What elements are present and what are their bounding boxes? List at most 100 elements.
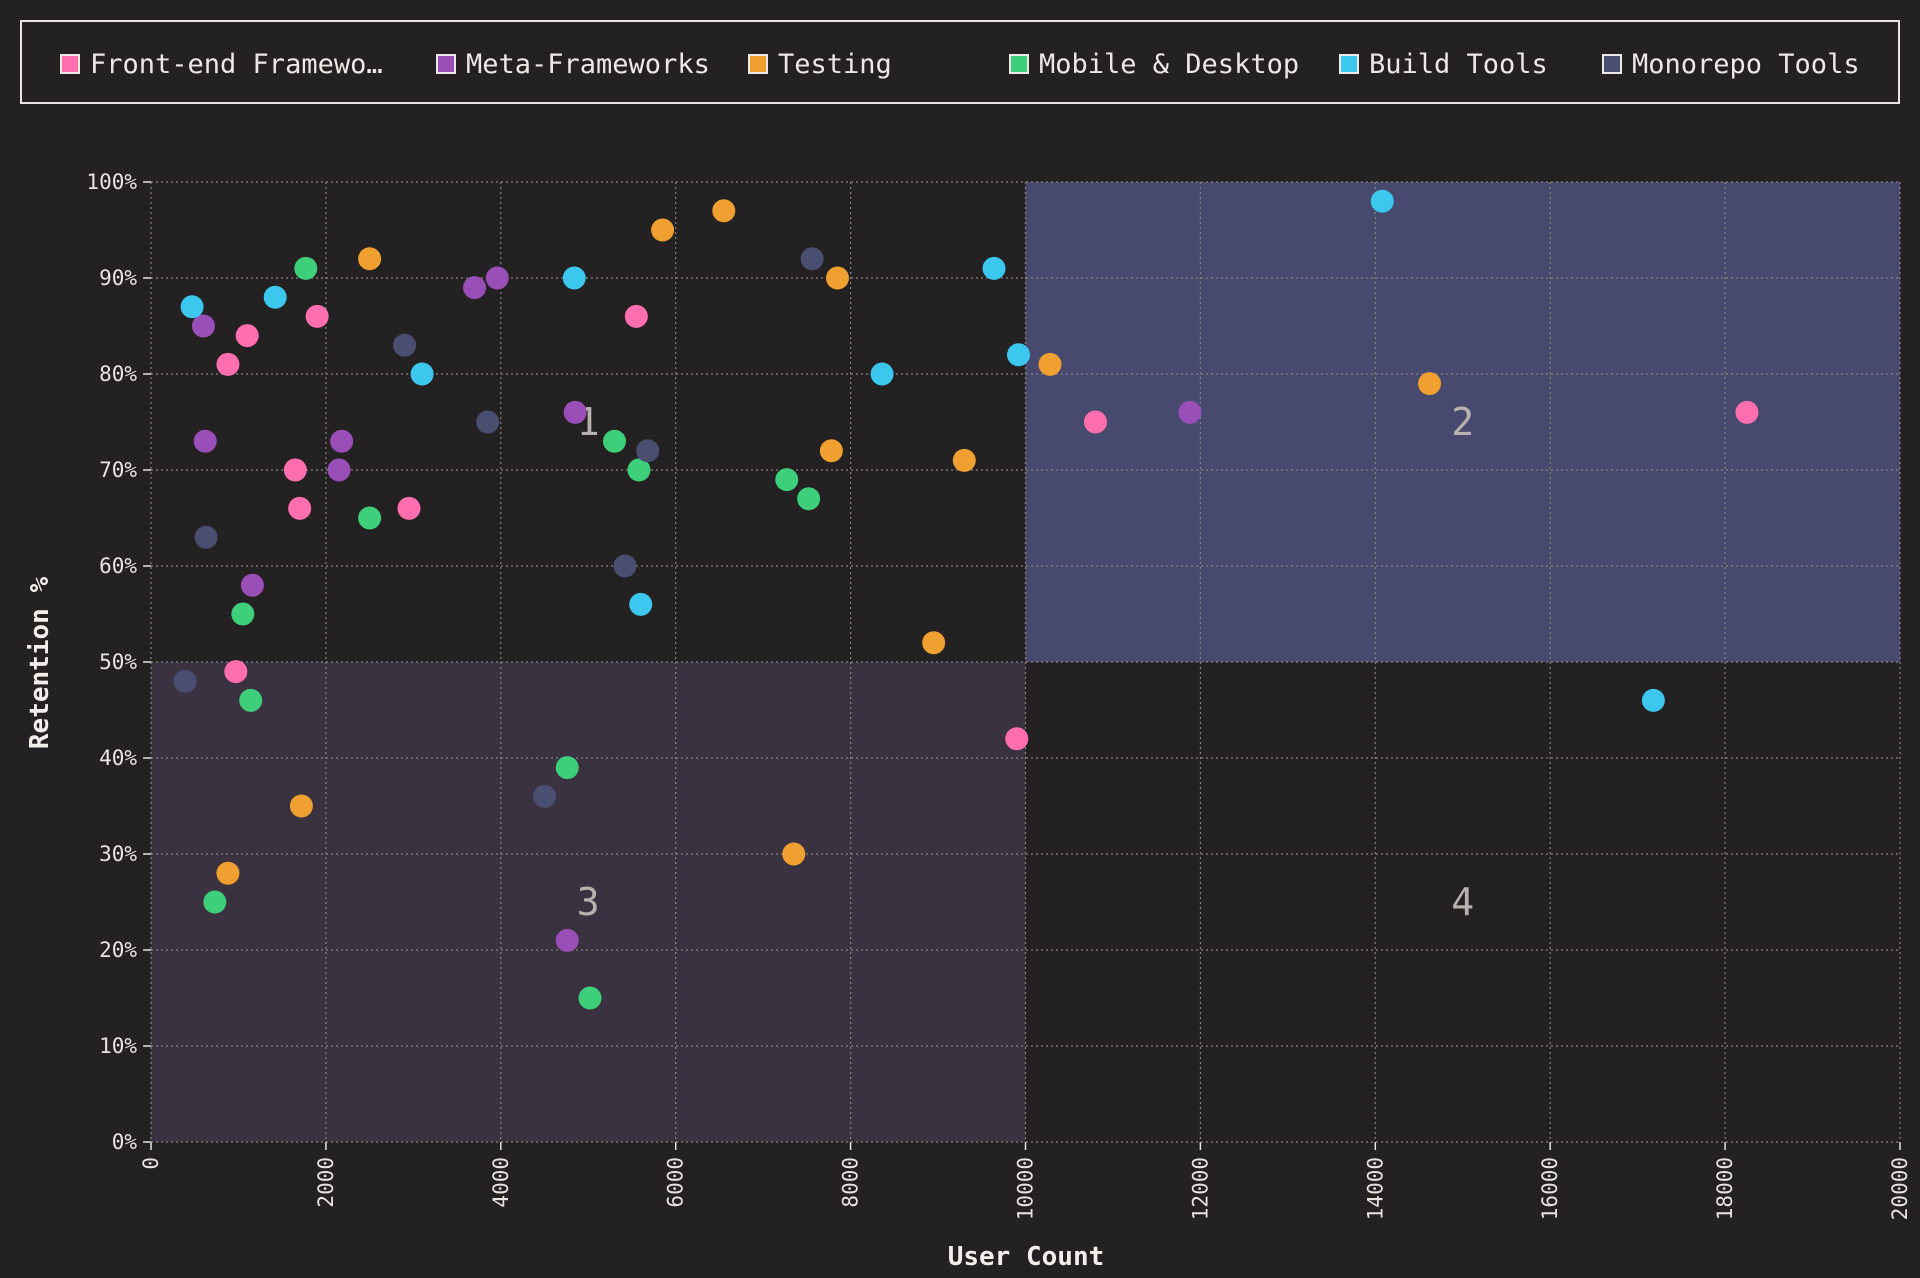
y-tick-label: 70% <box>99 458 137 482</box>
data-point-build-tools[interactable] <box>629 592 653 616</box>
y-tick-label: 30% <box>99 842 137 866</box>
data-point-front-end-framewo[interactable] <box>235 324 259 348</box>
data-point-monorepo-tools[interactable] <box>636 439 660 463</box>
data-point-meta-frameworks[interactable] <box>485 266 509 290</box>
data-point-build-tools[interactable] <box>263 285 287 309</box>
legend-label-build-tools: Build Tools <box>1369 48 1548 80</box>
data-point-front-end-framewo[interactable] <box>288 496 312 520</box>
data-point-build-tools[interactable] <box>180 295 204 319</box>
data-point-monorepo-tools[interactable] <box>613 554 637 578</box>
data-point-meta-frameworks[interactable] <box>193 429 217 453</box>
data-point-meta-frameworks[interactable] <box>563 400 587 424</box>
quadrant-label-layer: 1 23 4 <box>577 400 1474 924</box>
data-point-build-tools[interactable] <box>870 362 894 386</box>
data-point-meta-frameworks[interactable] <box>327 458 351 482</box>
data-point-mobile-desktop[interactable] <box>239 688 263 712</box>
data-point-front-end-framewo[interactable] <box>1083 410 1107 434</box>
data-point-build-tools[interactable] <box>1370 189 1394 213</box>
legend-swatch-testing <box>748 54 768 74</box>
data-point-mobile-desktop[interactable] <box>231 602 255 626</box>
data-point-testing[interactable] <box>1418 372 1442 396</box>
legend-swatch-front-end-frameworks <box>60 54 80 74</box>
legend-swatch-mobile-desktop <box>1009 54 1029 74</box>
legend-swatch-build-tools <box>1339 54 1359 74</box>
data-point-front-end-framewo[interactable] <box>1005 727 1029 751</box>
data-point-testing[interactable] <box>289 794 313 818</box>
data-point-monorepo-tools[interactable] <box>393 333 417 357</box>
legend-swatch-meta-frameworks <box>436 54 456 74</box>
quadrant-3 <box>151 662 1026 1142</box>
data-point-testing[interactable] <box>922 631 946 655</box>
data-point-testing[interactable] <box>782 842 806 866</box>
data-point-build-tools[interactable] <box>982 256 1006 280</box>
data-point-testing[interactable] <box>952 448 976 472</box>
legend-item-monorepo-tools[interactable]: Monorepo Tools <box>1602 49 1860 80</box>
data-point-meta-frameworks[interactable] <box>463 276 487 300</box>
x-tick-label: 20000 <box>1888 1157 1912 1220</box>
data-point-front-end-framewo[interactable] <box>624 304 648 328</box>
legend-label-mobile-desktop: Mobile & Desktop <box>1039 48 1300 80</box>
x-tick-label: 2000 <box>314 1157 338 1208</box>
y-tick-label: 90% <box>99 266 137 290</box>
quadrant-4 <box>1025 662 1900 1142</box>
data-point-front-end-framewo[interactable] <box>224 660 248 684</box>
legend-item-meta-frameworks[interactable]: Meta-Frameworks <box>436 49 710 80</box>
data-point-monorepo-tools[interactable] <box>194 525 218 549</box>
data-point-front-end-framewo[interactable] <box>397 496 421 520</box>
data-point-monorepo-tools[interactable] <box>476 410 500 434</box>
data-point-meta-frameworks[interactable] <box>240 573 264 597</box>
data-point-front-end-framewo[interactable] <box>216 352 240 376</box>
y-tick-label: 10% <box>99 1034 137 1058</box>
legend-item-build-tools[interactable]: Build Tools <box>1339 48 1548 80</box>
legend-swatch-monorepo-tools <box>1602 54 1622 74</box>
data-point-testing[interactable] <box>1038 352 1062 376</box>
data-point-meta-frameworks[interactable] <box>191 314 215 338</box>
data-point-monorepo-tools[interactable] <box>533 784 557 808</box>
data-point-mobile-desktop[interactable] <box>797 487 821 511</box>
quadrant-2 <box>1025 182 1900 662</box>
tick-layer: 0% 10% 20% 30% 40% 50% 60% 70% 80% 90% 100% 0 2000 40… <box>86 170 1912 1220</box>
y-tick-label: 0% <box>112 1130 138 1154</box>
data-point-mobile-desktop[interactable] <box>775 468 799 492</box>
data-point-mobile-desktop[interactable] <box>627 458 651 482</box>
point-layer <box>173 189 1759 1010</box>
data-point-testing[interactable] <box>825 266 849 290</box>
data-point-front-end-framewo[interactable] <box>1735 400 1759 424</box>
data-point-build-tools[interactable] <box>1007 343 1031 367</box>
data-point-mobile-desktop[interactable] <box>578 986 602 1010</box>
data-point-front-end-framewo[interactable] <box>305 304 329 328</box>
data-point-testing[interactable] <box>651 218 675 242</box>
quadrant-label-4: 4 <box>1451 880 1474 924</box>
data-point-monorepo-tools[interactable] <box>173 669 197 693</box>
chart-legend: Front-end Framewo… Meta-Frameworks Testi… <box>20 20 1900 104</box>
data-point-mobile-desktop[interactable] <box>555 756 579 780</box>
y-tick-label: 60% <box>99 554 137 578</box>
legend-item-mobile-desktop[interactable]: Mobile & Desktop <box>1009 48 1300 80</box>
data-point-monorepo-tools[interactable] <box>800 247 824 271</box>
data-point-meta-frameworks[interactable] <box>1178 400 1202 424</box>
x-tick-label: 16000 <box>1538 1157 1562 1220</box>
data-point-front-end-framewo[interactable] <box>283 458 307 482</box>
legend-item-front-end-frameworks[interactable]: Front-end Framewo… <box>60 49 383 80</box>
data-point-mobile-desktop[interactable] <box>294 256 318 280</box>
data-point-testing[interactable] <box>819 439 843 463</box>
data-point-build-tools[interactable] <box>410 362 434 386</box>
data-point-testing[interactable] <box>216 861 240 885</box>
x-tick-label: 6000 <box>664 1157 688 1208</box>
data-point-mobile-desktop[interactable] <box>203 890 227 914</box>
x-tick-label: 12000 <box>1188 1157 1212 1220</box>
data-point-meta-frameworks[interactable] <box>555 928 579 952</box>
data-point-testing[interactable] <box>712 199 736 223</box>
x-tick-label: 4000 <box>489 1157 513 1208</box>
data-point-mobile-desktop[interactable] <box>358 506 382 530</box>
legend-item-testing[interactable]: Testing <box>748 49 892 80</box>
data-point-meta-frameworks[interactable] <box>330 429 354 453</box>
y-tick-label: 80% <box>99 362 137 386</box>
data-point-mobile-desktop[interactable] <box>602 429 626 453</box>
data-point-testing[interactable] <box>358 247 382 271</box>
y-tick-label: 50% <box>99 650 137 674</box>
y-tick-label: 100% <box>86 170 137 194</box>
data-point-build-tools[interactable] <box>562 266 586 290</box>
data-point-build-tools[interactable] <box>1641 688 1665 712</box>
